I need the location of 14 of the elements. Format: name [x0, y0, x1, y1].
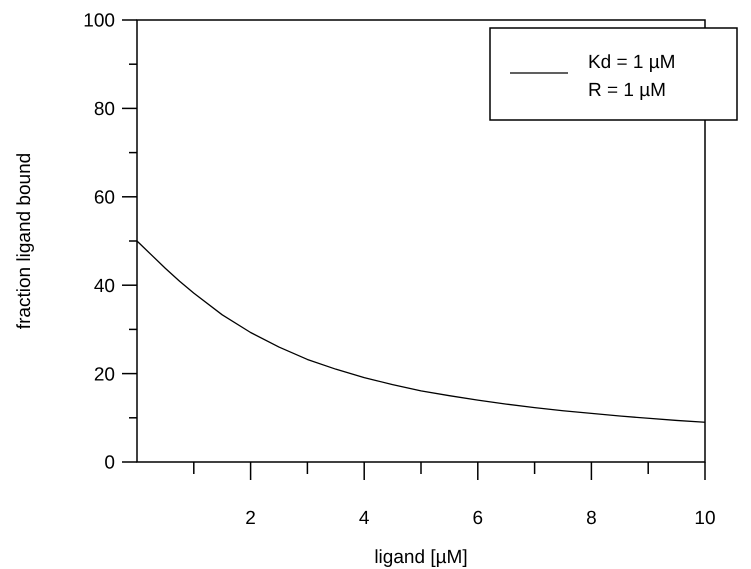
y-tick-label: 20 [94, 364, 115, 386]
x-tick-label: 10 [694, 508, 716, 529]
x-axis-title: ligand [µM] [374, 547, 468, 568]
x-tick-label: 4 [358, 508, 370, 529]
legend-label: Kd = 1 µM R = 1 µM [588, 52, 676, 101]
x-tick-label: 8 [586, 508, 597, 529]
y-axis-title: fraction ligand bound [14, 152, 35, 330]
y-tick-label: 80 [94, 99, 115, 120]
y-tick-label: 60 [94, 187, 115, 208]
x-tick-label: 6 [472, 508, 484, 529]
x-tick-label: 2 [245, 508, 256, 529]
y-tick-label: 0 [104, 452, 115, 474]
y-tick-label: 40 [94, 276, 115, 297]
y-tick-label: 100 [83, 10, 115, 32]
